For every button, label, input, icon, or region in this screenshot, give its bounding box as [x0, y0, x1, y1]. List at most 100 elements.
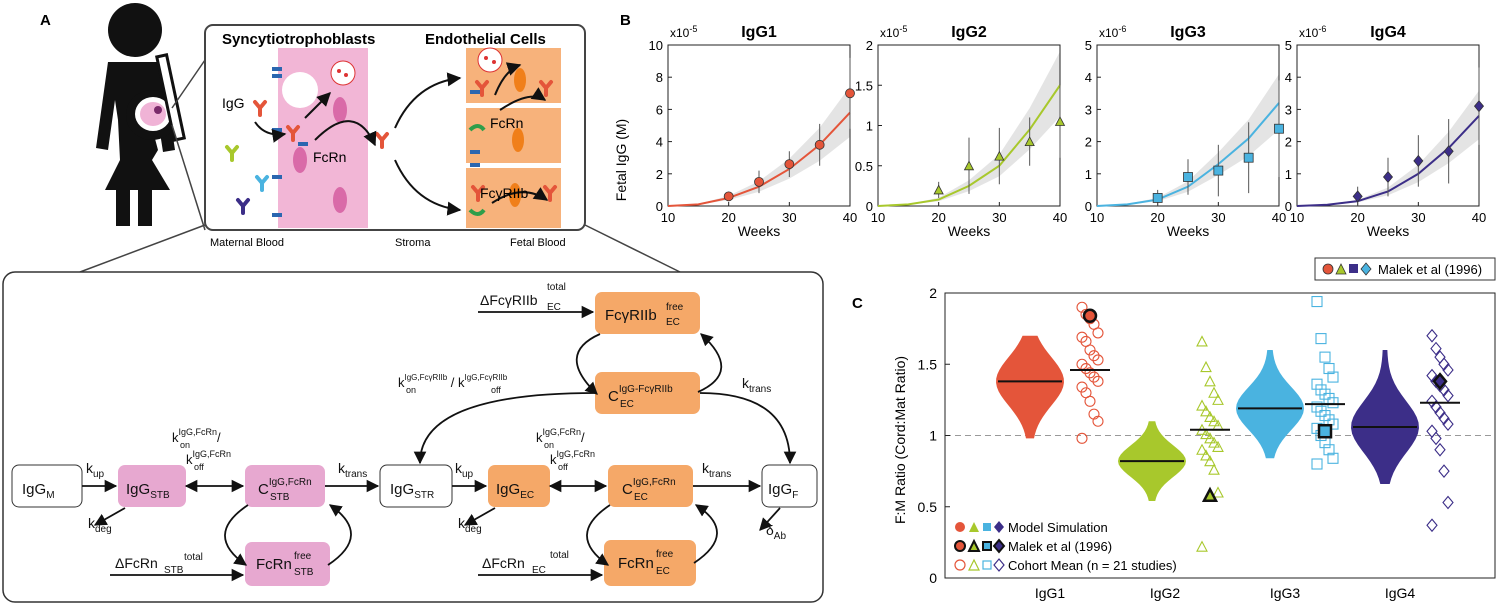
cohort-point — [1319, 351, 1331, 363]
cohort-point — [1327, 397, 1339, 409]
y-tick-label: 6 — [656, 102, 663, 117]
y-tick-label: 5 — [1285, 38, 1292, 53]
cohort-point — [1426, 394, 1438, 409]
cohort-point — [1438, 464, 1450, 478]
svg-text:total: total — [547, 282, 566, 293]
y-tick-label: 2 — [929, 285, 937, 301]
svg-text:free: free — [666, 302, 684, 313]
node-c-ec — [608, 465, 693, 507]
node-fcrn-ec — [604, 540, 696, 586]
svg-text:free: free — [294, 551, 312, 562]
y-tick-label: 1 — [866, 119, 873, 134]
cohort-point — [1327, 452, 1339, 464]
category-label: IgG3 — [1270, 585, 1301, 601]
svg-text:EC: EC — [620, 399, 634, 410]
svg-text:FcRn: FcRn — [256, 556, 292, 573]
cohort-point — [1092, 354, 1104, 366]
data-point — [723, 191, 734, 202]
label-fcrn-ec: FcRn — [490, 115, 523, 131]
cohort-point — [1430, 341, 1442, 356]
node-fcrn-stb — [245, 542, 330, 586]
cohort-point — [1319, 409, 1331, 422]
cohort-point — [1092, 415, 1104, 427]
node-igg-f — [761, 464, 818, 508]
y-tick-label: 2 — [866, 38, 873, 53]
cohort-point — [1084, 344, 1096, 356]
pregnant-woman-icon — [96, 3, 187, 226]
y-tick-label: 2 — [1285, 135, 1292, 150]
cohort-point — [1434, 405, 1446, 420]
label-fetal-blood: Fetal Blood — [510, 237, 566, 249]
svg-text:IgGEC: IgGEC — [496, 481, 534, 501]
cohort-point — [1208, 436, 1220, 448]
y-multiplier: x10-5 — [670, 24, 697, 40]
svg-text:STB: STB — [164, 565, 184, 576]
group-igg1: IgG1 — [996, 301, 1110, 601]
data-point — [1213, 165, 1224, 176]
cohort-point — [1204, 454, 1216, 467]
svg-text:IgGF: IgGF — [768, 481, 798, 501]
fcgriib-receptors-icon — [468, 124, 486, 216]
svg-text:FcRn: FcRn — [618, 555, 654, 572]
x-tick-label: 20 — [1350, 210, 1364, 225]
data-point — [754, 176, 764, 187]
cohort-point — [1196, 399, 1208, 411]
y-tick-label: 0.5 — [918, 499, 938, 515]
svg-text:IgGSTB: IgGSTB — [126, 481, 170, 501]
cohort-point — [1084, 367, 1096, 379]
svg-text:free: free — [656, 549, 674, 560]
cohort-point — [1438, 357, 1450, 372]
x-axis-label: Weeks — [738, 223, 781, 239]
cohort-point — [1084, 395, 1096, 407]
data-point — [1352, 190, 1363, 203]
data-point — [1274, 123, 1284, 134]
cohort-point — [1076, 331, 1088, 343]
svg-text:CIgG-FcγRIIb: CIgG-FcγRIIb — [608, 384, 673, 405]
y-tick-label: 10 — [649, 38, 663, 53]
svg-text:on: on — [180, 440, 190, 450]
cohort-point — [1442, 417, 1454, 431]
model-arrows — [82, 305, 797, 582]
group-igg3: IgG3 — [1236, 295, 1345, 601]
x-tick-label: 40 — [1272, 210, 1286, 225]
simulation-distribution — [1236, 350, 1304, 459]
cohort-point — [1212, 486, 1224, 498]
data-point — [814, 139, 825, 150]
svg-text:EC: EC — [634, 492, 648, 503]
uncertainty-band — [878, 51, 1060, 206]
heading-endothelial-cells: Endothelial Cells — [425, 31, 546, 48]
data-point — [1413, 154, 1424, 167]
cohort-point — [1434, 350, 1446, 364]
y-tick-label: 2 — [656, 167, 663, 182]
y-tick-label: 5 — [1085, 38, 1092, 53]
data-point — [1024, 136, 1035, 147]
data-point — [933, 184, 944, 195]
x-axis-label: Weeks — [948, 223, 991, 239]
cohort-point — [1076, 381, 1088, 393]
legend-cohort-mean: Cohort Mean (n = 21 studies) — [1008, 558, 1177, 573]
simulation-distribution — [1351, 350, 1419, 484]
node-igg-ec — [488, 465, 550, 507]
svg-text:kIgG,FcγRIIb / kIgG,FcγRIIb: kIgG,FcγRIIb / kIgG,FcγRIIb — [398, 373, 508, 390]
panel-a: A Syncytiotrophoblasts — [40, 3, 681, 273]
svg-text:FcγRIIb: FcγRIIb — [605, 307, 657, 324]
cohort-point — [1212, 393, 1224, 405]
category-label: IgG4 — [1385, 585, 1416, 601]
data-point — [1473, 100, 1485, 113]
cohort-point — [1315, 405, 1327, 417]
cohort-point — [1200, 449, 1212, 461]
y-tick-label: 1 — [1285, 167, 1292, 182]
cohort-point — [1196, 443, 1208, 455]
y-tick-label: 4 — [1285, 70, 1292, 85]
cohort-point — [1430, 400, 1442, 414]
chart-igg1: 0 2 4 6 8 10 10 20 30 40 Weeks IgG1 x10-5 — [649, 24, 858, 239]
cohort-point — [1426, 518, 1438, 533]
svg-text:EC: EC — [656, 566, 670, 577]
svg-text:IgGM: IgGM — [22, 481, 55, 501]
y-tick-label: 0.5 — [855, 159, 873, 174]
cohort-point — [1311, 295, 1323, 308]
cohort-point — [1080, 362, 1092, 375]
group-igg2: IgG2 — [1118, 335, 1230, 601]
malek-point — [1201, 486, 1219, 502]
